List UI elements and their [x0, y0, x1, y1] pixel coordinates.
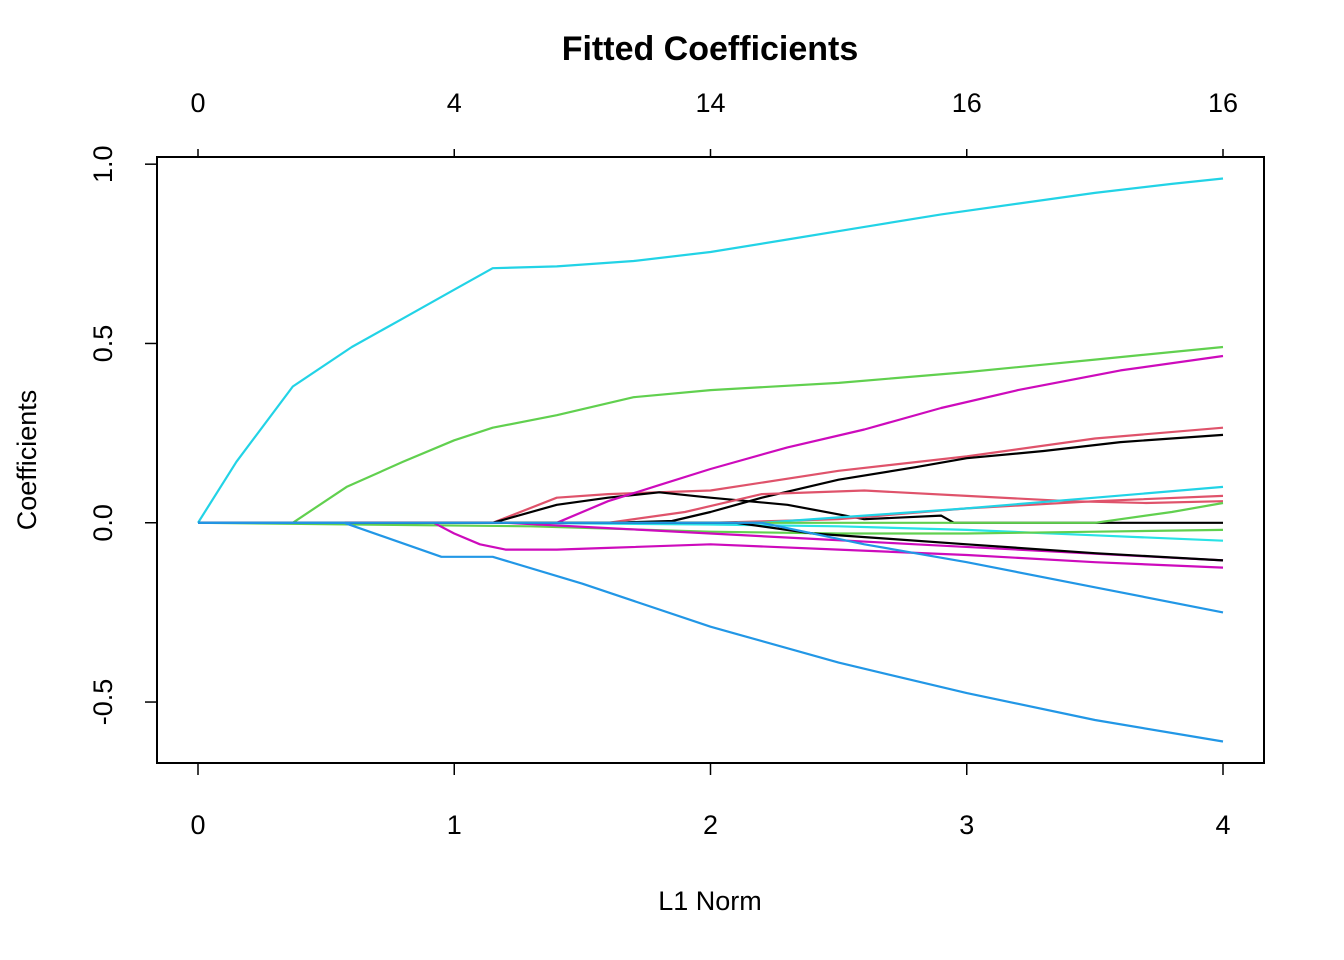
- top-tick-label: 4: [447, 88, 462, 118]
- top-tick-label: 14: [695, 88, 725, 118]
- x-axis-label: L1 Norm: [658, 886, 762, 916]
- series-line-1: [197, 177, 1224, 524]
- top-tick-label: 16: [1208, 88, 1238, 118]
- series-line-16: [198, 521, 1224, 614]
- y-tick-label: 0.5: [88, 325, 118, 363]
- series-line-9: [198, 485, 1224, 524]
- x-tick-label: 0: [190, 810, 205, 840]
- series-line-15: [198, 521, 1224, 562]
- series-line-6: [198, 433, 1224, 524]
- y-tick-label: -0.5: [88, 679, 118, 726]
- series-line-14: [198, 521, 1224, 562]
- y-tick-label: 1.0: [88, 145, 118, 183]
- series-line-3: [198, 426, 1224, 524]
- x-tick-label: 3: [959, 810, 974, 840]
- series-line-2: [198, 345, 1224, 524]
- series-line-17: [198, 521, 1224, 743]
- series-layer: [197, 177, 1224, 743]
- y-axis-label: Coefficients: [12, 390, 42, 531]
- chart-title: Fitted Coefficients: [562, 30, 859, 68]
- series-line-12: [197, 521, 1224, 535]
- plot-frame: [156, 156, 1265, 764]
- x-tick-label: 1: [447, 810, 462, 840]
- series-line-13: [198, 521, 1224, 569]
- left-axis: -0.5 0.0 0.5 1.0: [88, 145, 158, 726]
- x-tick-label: 2: [703, 810, 718, 840]
- top-tick-label: 16: [952, 88, 982, 118]
- top-tick-label: 0: [190, 88, 205, 118]
- top-axis: 0 4 14 16 16: [190, 88, 1238, 158]
- bottom-axis: 0 1 2 3 4: [190, 762, 1231, 840]
- series-line-7: [198, 489, 1224, 524]
- series-line-5: [198, 354, 1224, 524]
- y-tick-label: 0.0: [88, 504, 118, 542]
- series-line-4: [198, 491, 1223, 524]
- x-tick-label: 4: [1215, 810, 1230, 840]
